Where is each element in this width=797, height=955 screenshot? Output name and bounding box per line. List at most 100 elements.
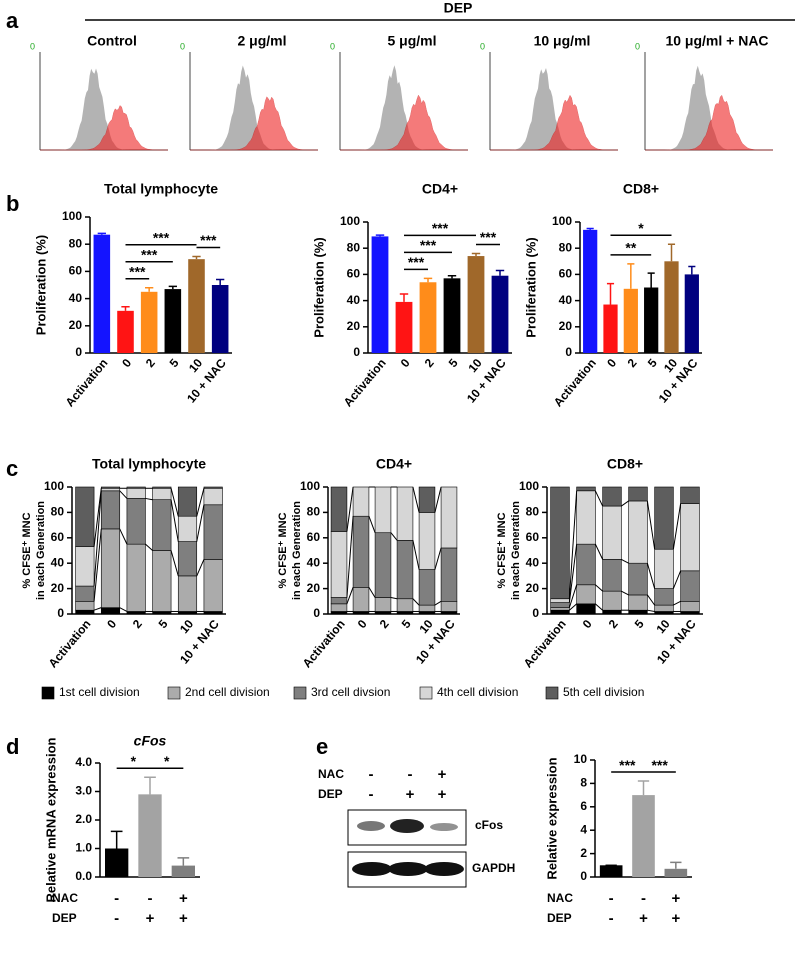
connector (569, 603, 577, 611)
error-bar (177, 857, 190, 866)
significance-label: *** (432, 220, 449, 236)
bar-segment (602, 609, 622, 615)
condition-sign: - (641, 890, 646, 907)
bar-segment (654, 604, 674, 612)
x-tick-label: 2 (625, 356, 640, 370)
bar-segment (628, 594, 648, 611)
bar-segment (152, 487, 172, 500)
error-bar (423, 277, 433, 283)
condition-sign: - (408, 766, 413, 783)
bar-segment (602, 590, 622, 611)
bar-segment (330, 603, 348, 612)
bar-segment (680, 503, 700, 572)
bar (644, 287, 659, 353)
bar-segment (152, 550, 172, 612)
corner-label: 0 (180, 41, 185, 51)
y-tick-label: 8 (580, 776, 587, 790)
x-tick-label: 10 (186, 356, 206, 375)
connector (119, 490, 128, 499)
connector (368, 516, 376, 533)
bar (623, 288, 638, 353)
panel-letter: c (6, 456, 18, 481)
bar (491, 275, 509, 353)
bar-segment (100, 607, 121, 615)
condition-sign: + (639, 910, 648, 927)
error-bar (97, 232, 106, 235)
x-tick-label: 5 (156, 617, 171, 631)
x-tick-label: 5 (399, 617, 414, 631)
condition-sign: - (609, 890, 614, 907)
y-axis-label: % CFSE⁺ MNC (496, 512, 508, 588)
condition-name: DEP (52, 911, 77, 925)
x-tick-label: 2 (377, 617, 392, 631)
y-tick-label: 0.0 (75, 869, 92, 883)
y-tick-label: 100 (300, 479, 320, 493)
y-tick-label: 20 (347, 319, 361, 333)
significance-label: *** (129, 263, 146, 279)
condition-sign: + (179, 910, 188, 927)
histogram-title: 10 μg/ml (534, 33, 591, 49)
condition-name: NAC (547, 891, 573, 905)
bar-segment (126, 487, 146, 499)
connector (346, 486, 354, 532)
condition-sign: + (671, 910, 680, 927)
error-bar (168, 285, 177, 290)
bar-segment (602, 559, 622, 592)
bar-segment (374, 486, 392, 534)
bar-segment (576, 490, 596, 545)
bar (632, 795, 655, 877)
y-tick-label: 40 (526, 555, 540, 569)
group-label: DEP (444, 0, 473, 16)
histogram-title: 5 μg/ml (387, 33, 436, 49)
histogram-shape (490, 94, 618, 151)
panel-letter: b (6, 191, 19, 216)
legend-label: 5th cell division (563, 685, 644, 699)
connector (568, 490, 578, 599)
legend-swatch (293, 686, 307, 700)
y-axis-label: % CFSE⁺ MNC (277, 512, 289, 588)
bar-segment (100, 528, 121, 608)
y-tick-label: 2 (580, 846, 587, 860)
histogram-shape (40, 105, 168, 151)
bar-segment (100, 486, 121, 489)
connector (621, 558, 629, 564)
bar-segment (352, 515, 370, 588)
y-tick-label: 0 (580, 869, 587, 883)
significance-label: *** (141, 246, 158, 262)
condition-sign: + (438, 766, 447, 783)
bar-segment (203, 559, 223, 612)
blot-band (430, 823, 458, 831)
blot-label: GAPDH (472, 861, 515, 875)
legend-swatch (419, 686, 433, 700)
y-tick-label: 20 (526, 581, 540, 595)
x-tick-label: 2 (422, 356, 437, 370)
error-bar (192, 255, 201, 260)
bar-segment (203, 504, 223, 560)
significance-label: *** (619, 757, 636, 773)
bar-segment (75, 486, 95, 547)
histogram-title: 2 μg/ml (237, 33, 286, 49)
corner-label: 0 (330, 41, 335, 51)
connector (646, 500, 656, 550)
bar-segment (352, 587, 370, 612)
bar-segment (680, 486, 700, 504)
x-tick-label: 0 (580, 617, 595, 631)
error-bar (471, 252, 481, 257)
significance-label: * (164, 753, 170, 769)
error-bar (145, 286, 154, 292)
significance-label: *** (408, 254, 425, 270)
bar-segment (628, 562, 648, 596)
significance-label: *** (651, 757, 668, 773)
bar (603, 304, 618, 353)
condition-sign: - (114, 890, 119, 907)
connector (196, 504, 205, 542)
chart-title: Total lymphocyte (92, 456, 206, 472)
histogram-shape (40, 68, 168, 150)
y-tick-label: 4.0 (75, 755, 92, 769)
chart-title: cFos (134, 733, 167, 749)
legend-swatch (41, 686, 55, 700)
bar (93, 234, 111, 353)
y-axis-label: Relative mRNA expression (43, 737, 58, 902)
y-tick-label: 2.0 (75, 812, 92, 826)
bar-segment (126, 486, 146, 489)
